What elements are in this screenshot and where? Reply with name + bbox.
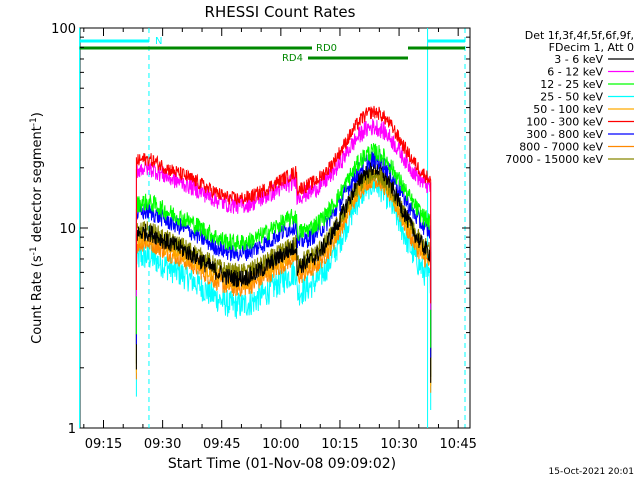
- series-line-25-50-kev: [135, 171, 432, 410]
- series-line-100-300-kev: [135, 105, 432, 304]
- legend-label: 800 - 7000 keV: [519, 141, 603, 154]
- x-tick-label: 10:00: [262, 437, 299, 452]
- legend: Det 1f,3f,4f,5f,6f,9f,FDecim 1, Att 03 -…: [505, 29, 634, 166]
- timestamp: 15-Oct-2021 20:01: [549, 467, 634, 477]
- y-tick-label: 1: [68, 422, 76, 437]
- n-label: N: [155, 36, 162, 47]
- series-lines: [135, 105, 432, 410]
- legend-header-2: FDecim 1, Att 0: [549, 41, 634, 54]
- series-line-12-25-kev: [135, 143, 432, 348]
- y-axis-label-exponent-2: -1: [29, 117, 39, 126]
- legend-label: 3 - 6 keV: [554, 53, 603, 66]
- legend-label: 25 - 50 keV: [540, 91, 603, 104]
- chart-title: RHESSI Count Rates: [205, 3, 356, 21]
- y-axis-ticks: 1 10 100: [51, 22, 470, 437]
- x-axis-ticks: 09:15 09:30 09:45 10:00 10:15 10:30 10:45: [83, 28, 477, 452]
- y-tick-label: 100: [51, 22, 76, 37]
- legend-label: 7000 - 15000 keV: [505, 153, 603, 166]
- series-line-6-12-kev: [135, 118, 432, 310]
- y-axis-label-part-3: ): [30, 112, 45, 117]
- rd0-label: RD0: [316, 43, 337, 54]
- legend-header-1: Det 1f,3f,4f,5f,6f,9f,: [525, 29, 634, 42]
- series-line-300-800-kev: [135, 150, 432, 358]
- y-axis-label-part-1: Count Rate (s: [30, 255, 45, 344]
- legend-label: 12 - 25 keV: [540, 78, 603, 91]
- legend-label: 100 - 300 keV: [526, 116, 603, 129]
- y-axis-label-exponent-1: -1: [29, 246, 39, 255]
- x-tick-label: 09:30: [144, 437, 181, 452]
- x-axis-label: Start Time (01-Nov-08 09:09:02): [168, 456, 396, 472]
- y-tick-label: 10: [59, 222, 76, 237]
- x-tick-label: 09:15: [85, 437, 122, 452]
- x-tick-label: 09:45: [203, 437, 240, 452]
- rd4-label: RD4: [282, 53, 303, 64]
- legend-label: 50 - 100 keV: [533, 103, 603, 116]
- legend-label: 300 - 800 keV: [526, 128, 603, 141]
- x-tick-label: 10:45: [439, 437, 476, 452]
- legend-label: 6 - 12 keV: [547, 66, 603, 79]
- x-tick-label: 10:30: [380, 437, 417, 452]
- y-axis-label-part-2: detector segment: [30, 126, 45, 246]
- x-tick-label: 10:15: [321, 437, 358, 452]
- y-axis-label: Count Rate (s-1 detector segment-1): [29, 112, 45, 344]
- annotation-bars: N RD0 RD4: [79, 36, 466, 64]
